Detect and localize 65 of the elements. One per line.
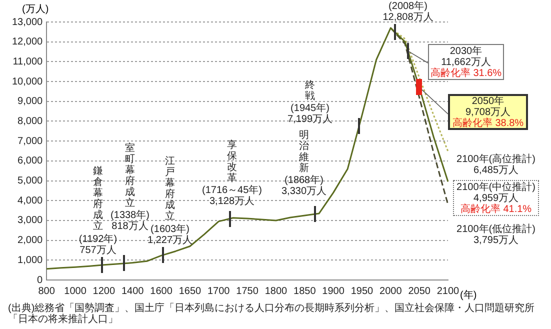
x-tick-label: 1400 [121, 286, 144, 297]
annotation: 757万人 [80, 245, 116, 256]
y-tick-label: 0 [37, 274, 44, 286]
x-tick-label: 1850 [294, 286, 316, 297]
text: 2030年 [450, 46, 482, 57]
text: 4,959万人 [473, 193, 519, 204]
annotation: (1338年) [110, 210, 150, 221]
annotation: (1868年) [284, 175, 324, 186]
text: 2100年(低位推計) [456, 224, 536, 235]
x-axis-title: (年) [460, 289, 477, 302]
y-tick-label: 1,000 [18, 254, 44, 266]
x-tick-label: 2100 [436, 286, 460, 297]
annotation: (1716～45年) [202, 185, 262, 196]
text: 6,485万人 [473, 165, 519, 176]
x-tick-label: 1000 [64, 286, 87, 297]
x-tick-label: 1200 [92, 286, 116, 297]
annotation: (1192年) [78, 234, 118, 245]
y-tick-label: 10,000 [12, 76, 44, 88]
text: 高齢化率 41.1% [460, 204, 532, 215]
x-tick-label: 1700 [207, 286, 230, 297]
x-tick-label: 1950 [350, 286, 374, 297]
annotation: 終戦 [305, 80, 315, 102]
y-tick-label: 3,000 [18, 215, 44, 226]
y-tick-label: 7,000 [18, 136, 44, 147]
x-tick-label: 1600 [150, 286, 173, 297]
annotation: 3,128万人 [209, 196, 255, 207]
x-tick-label: 1750 [236, 286, 259, 297]
y-tick-label: 5,000 [18, 176, 44, 187]
y-tick-label: 9,000 [18, 96, 44, 108]
y-tick-label: 2,000 [18, 235, 44, 246]
text: 9,708万人 [465, 107, 511, 118]
y-tick-label: 11,000 [12, 56, 44, 68]
text: 2050年 [472, 96, 504, 107]
text: 2100年(中位推計) [456, 182, 536, 193]
annotation: 明治維新 [299, 130, 309, 174]
annotation: 高齢化率 31.6% [430, 68, 502, 79]
x-tick-label: 1650 [178, 286, 202, 297]
annotation: 12,808万人 [382, 12, 434, 23]
text: 3,795万人 [473, 235, 519, 246]
annotation: 11,662万人 [441, 57, 491, 68]
annotation: 1,227万人 [147, 235, 193, 246]
y-tick-label: 4,000 [18, 195, 44, 206]
text: 高齢化率 38.8% [452, 118, 524, 129]
annotation: 江戸幕府成立 [165, 156, 175, 222]
text: (2008年) [388, 1, 428, 12]
annotation: (1603年) [150, 224, 190, 235]
y-axis-title: (万人) [22, 3, 49, 16]
annotation: 818万人 [112, 221, 148, 232]
x-tick-label: 1800 [264, 286, 288, 297]
text: 2100年(高位推計) [456, 154, 536, 165]
y-tick-label: 12,000 [12, 36, 44, 48]
y-tick-label: 6,000 [18, 156, 44, 167]
annotation: 鎌倉幕府成立 [93, 166, 103, 232]
annotation: (1945年) [290, 103, 330, 114]
x-tick-label: 2050 [408, 286, 431, 297]
annotation: 享保改革 [227, 140, 237, 184]
y-tick-label: 13,000 [12, 16, 44, 28]
annotation: 3,330万人 [281, 186, 327, 197]
x-tick-label: 1900 [322, 286, 345, 297]
x-tick-label: 800 [38, 286, 56, 297]
y-tick-label: 8,000 [18, 116, 44, 127]
text: (出典)総務省「国勢調査」、国土庁「日本列島における人口分布の長期時系列分析」、国立社会保障・人口問題研究所「日本の将来推計人口」 [8, 303, 536, 325]
x-tick-label: 2000 [380, 286, 402, 297]
annotation: 室町幕府成立 [125, 143, 135, 209]
annotation: 7,199万人 [287, 114, 333, 125]
